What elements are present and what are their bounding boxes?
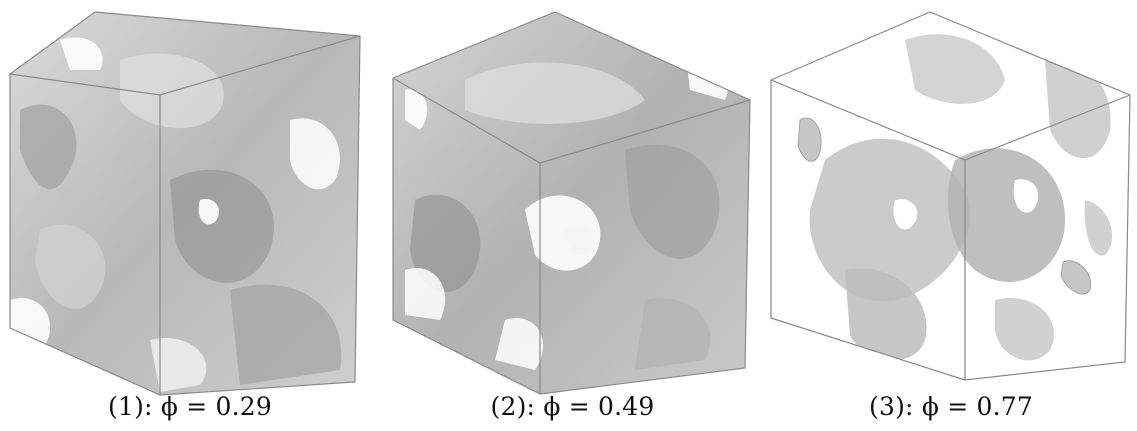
porous-surface-1 <box>10 12 360 395</box>
caption-3: (3): ϕ = 0.77 <box>869 392 1033 421</box>
caption-2: (2): ϕ = 0.49 <box>490 392 655 421</box>
porous-surface-2 <box>393 12 750 394</box>
isolated-grain-left <box>797 117 822 162</box>
panel-2: (2): ϕ = 0.49 <box>385 0 760 431</box>
cube-render-3 <box>770 11 1131 381</box>
panel-3: (3): ϕ = 0.77 <box>765 0 1137 431</box>
caption-1: (1): ϕ = 0.29 <box>108 392 272 421</box>
panel-1: (1): ϕ = 0.29 <box>0 0 380 431</box>
isolated-grain-right <box>1060 260 1092 295</box>
cube-render-1 <box>9 11 361 396</box>
cube-edges-2 <box>392 11 751 395</box>
cube-render-2 <box>392 11 751 395</box>
porous-surface-3 <box>797 34 1113 361</box>
cube-edges-1 <box>9 11 361 396</box>
cube-edges-3 <box>770 11 1131 381</box>
